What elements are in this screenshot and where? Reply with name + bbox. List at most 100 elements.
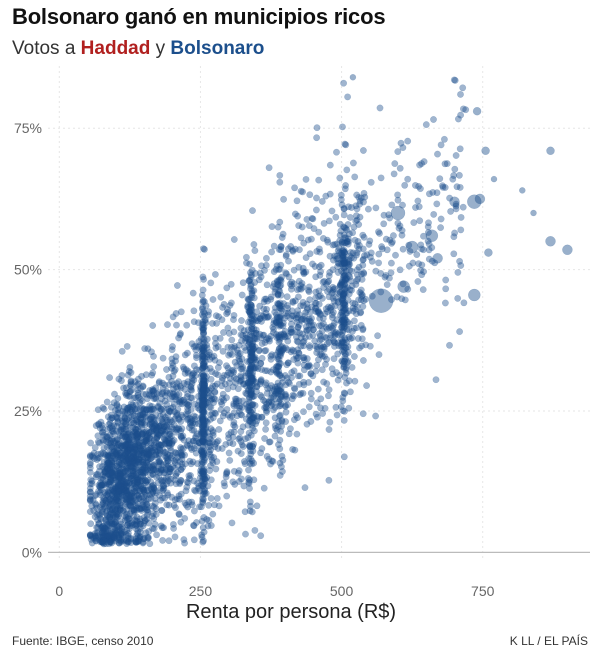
municipality-point: [338, 279, 346, 287]
municipality-point: [414, 278, 422, 285]
municipality-point: [341, 286, 348, 294]
municipality-point: [364, 205, 372, 213]
municipality-point: [125, 414, 133, 422]
municipality-point: [122, 436, 130, 444]
municipality-point: [198, 414, 206, 422]
municipality-point: [200, 468, 208, 476]
municipality-point: [368, 288, 394, 313]
municipality-point: [159, 466, 167, 474]
municipality-point: [111, 474, 119, 482]
y-tick-label: 75%: [14, 120, 42, 136]
municipality-point: [246, 498, 254, 506]
municipality-point: [201, 439, 209, 446]
municipality-point: [102, 532, 110, 540]
municipality-point: [128, 435, 136, 443]
municipality-point: [256, 330, 264, 338]
municipality-point: [136, 515, 144, 523]
municipality-point: [107, 474, 115, 482]
municipality-point: [198, 468, 206, 476]
municipality-point: [278, 273, 285, 281]
municipality-point: [318, 327, 326, 335]
municipality-point: [355, 245, 363, 253]
municipality-point: [100, 431, 108, 439]
municipality-point: [273, 426, 281, 434]
municipality-point: [276, 171, 284, 179]
municipality-point: [200, 381, 208, 388]
municipality-point: [139, 406, 147, 413]
municipality-point: [124, 513, 132, 520]
municipality-point: [351, 377, 359, 385]
municipality-point: [246, 442, 254, 450]
municipality-point: [177, 418, 185, 426]
municipality-point: [122, 495, 130, 503]
municipality-point: [93, 456, 101, 464]
municipality-point: [149, 481, 157, 489]
municipality-point: [106, 471, 114, 479]
municipality-point: [166, 389, 174, 397]
municipality-point: [96, 488, 104, 496]
municipality-point: [109, 510, 117, 518]
municipality-point: [340, 260, 348, 268]
municipality-point: [348, 327, 356, 335]
municipality-point: [341, 357, 349, 365]
municipality-point: [114, 418, 122, 426]
municipality-point: [227, 280, 235, 288]
municipality-point: [415, 182, 423, 190]
municipality-point: [104, 488, 112, 496]
municipality-point: [301, 312, 309, 320]
municipality-point: [295, 349, 303, 357]
municipality-point: [398, 295, 406, 303]
municipality-point: [284, 302, 291, 309]
municipality-point: [122, 467, 130, 475]
municipality-point: [441, 299, 449, 307]
municipality-point: [150, 424, 158, 432]
municipality-point: [177, 444, 185, 452]
municipality-point: [198, 533, 206, 541]
municipality-point: [148, 482, 156, 490]
municipality-point: [115, 531, 123, 539]
municipality-point: [328, 311, 336, 319]
municipality-point: [313, 134, 321, 142]
municipality-point: [188, 426, 196, 434]
municipality-point: [118, 347, 126, 355]
municipality-point: [297, 234, 305, 242]
municipality-point: [325, 386, 333, 394]
municipality-point: [312, 410, 320, 418]
municipality-point: [454, 115, 462, 123]
municipality-point: [238, 355, 246, 363]
municipality-point: [247, 455, 254, 463]
municipality-point: [277, 388, 285, 395]
municipality-point: [460, 299, 468, 307]
municipality-point: [333, 411, 341, 419]
municipality-point: [322, 192, 330, 200]
municipality-point: [338, 323, 346, 331]
municipality-point: [92, 501, 100, 509]
municipality-point: [97, 475, 105, 483]
municipality-point: [308, 314, 315, 322]
municipality-point: [97, 450, 105, 458]
municipality-point: [177, 330, 184, 337]
municipality-point: [246, 443, 254, 451]
municipality-point: [133, 538, 141, 546]
municipality-point: [181, 351, 189, 359]
municipality-point: [109, 470, 117, 477]
municipality-point: [300, 408, 307, 416]
municipality-point: [267, 332, 275, 340]
municipality-point: [359, 357, 367, 364]
municipality-point: [180, 536, 188, 544]
municipality-point: [216, 334, 224, 342]
municipality-point: [198, 396, 206, 404]
municipality-point: [163, 389, 171, 397]
municipality-point: [90, 449, 98, 457]
municipality-point: [122, 426, 130, 434]
municipality-point: [188, 394, 196, 402]
municipality-point: [246, 319, 254, 326]
municipality-point: [130, 506, 138, 514]
municipality-point: [232, 379, 240, 387]
municipality-point: [202, 489, 210, 497]
municipality-point: [185, 401, 192, 409]
municipality-point: [156, 444, 163, 452]
municipality-point: [132, 474, 140, 482]
municipality-point: [165, 430, 173, 438]
municipality-point: [134, 375, 142, 383]
